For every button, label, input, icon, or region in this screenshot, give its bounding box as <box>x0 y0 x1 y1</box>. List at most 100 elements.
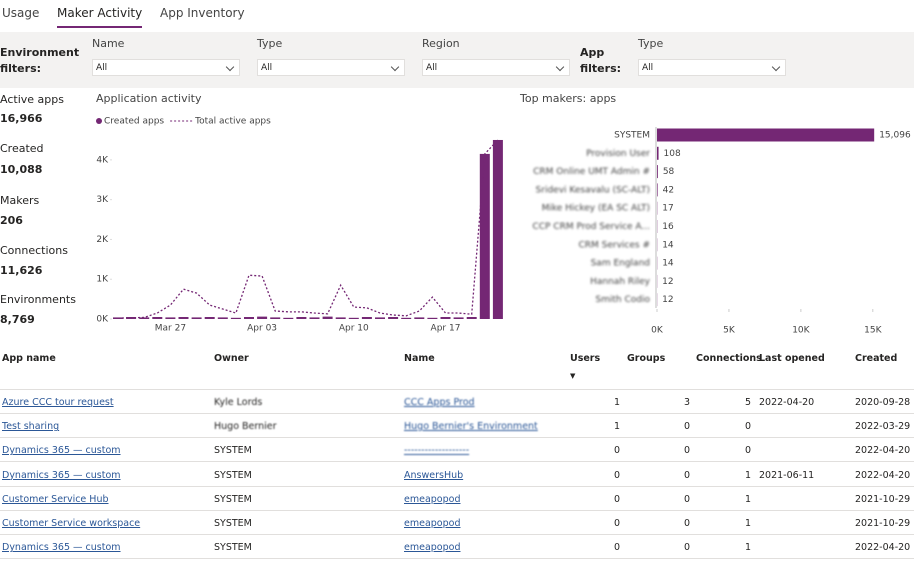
kpi-label: Connections <box>0 244 68 257</box>
value-label: 14 <box>662 240 674 250</box>
dropdown[interactable]: All <box>422 59 570 76</box>
row-rule <box>0 509 914 511</box>
tab-active[interactable]: Maker Activity <box>57 6 143 28</box>
bar <box>204 317 215 319</box>
category-label: Mike Hickey (EA SC ALT) <box>542 204 650 214</box>
link-cell[interactable]: emeapopod <box>404 493 461 505</box>
bar <box>178 317 189 319</box>
x-tick-label: Apr 03 <box>247 324 277 334</box>
cell: 0 <box>683 445 690 457</box>
bar <box>427 317 438 319</box>
kpi-value: 11,626 <box>0 264 43 277</box>
bar <box>139 317 150 319</box>
cell: 0 <box>613 445 620 457</box>
row-rule <box>0 558 914 560</box>
link-cell[interactable]: CCC Apps Prod <box>404 397 475 408</box>
legend-label: Total active apps <box>194 117 271 127</box>
bar <box>191 317 202 319</box>
column-header[interactable]: Name <box>404 353 435 364</box>
y-tick-label: 2K <box>96 235 109 245</box>
category-label: CRM Online UMT Admin # <box>533 167 650 177</box>
link-cell[interactable]: emeapopod <box>404 518 461 529</box>
cell: 0 <box>683 518 690 529</box>
x-tick-label: Apr 10 <box>339 324 369 334</box>
link-cell[interactable]: Dynamics 365 — custom <box>2 542 121 554</box>
y-tick-label: 3K <box>96 195 109 205</box>
filter-label: Type <box>257 37 283 50</box>
bar <box>479 153 490 319</box>
x-tick-label: 5K <box>723 326 736 336</box>
x-tick-label: Apr 17 <box>431 324 461 334</box>
column-header[interactable]: Created <box>855 353 898 364</box>
link-cell[interactable]: Customer Service workspace <box>2 518 141 529</box>
dropdown[interactable]: All <box>257 59 405 76</box>
cell: 2021-10-29 <box>855 493 911 505</box>
bar <box>414 317 425 319</box>
link-cell[interactable]: ------------------- <box>404 445 470 457</box>
tab[interactable]: App Inventory <box>160 6 245 20</box>
cell: 1 <box>613 421 620 433</box>
link-cell[interactable]: Dynamics 365 — custom <box>2 445 121 457</box>
filter-group-label: Environment filters: <box>0 46 80 75</box>
x-tick-label: 10K <box>792 326 810 336</box>
bar <box>296 317 307 319</box>
value-label: 108 <box>664 149 681 159</box>
kpi-label: Environments <box>0 293 76 306</box>
header-rule <box>0 389 914 390</box>
chart-title: Application activity <box>96 92 202 105</box>
tab[interactable]: Usage <box>2 6 40 20</box>
column-header[interactable]: Last opened <box>759 353 825 364</box>
dropdown[interactable]: All <box>92 59 240 76</box>
cell: 2020-09-28 <box>855 397 911 408</box>
bar <box>657 183 658 197</box>
x-tick-label: Mar 27 <box>155 324 186 334</box>
cell: 2021-10-29 <box>855 518 911 529</box>
bar <box>657 165 658 179</box>
link-cell[interactable]: Test sharing <box>2 421 60 433</box>
cell: Kyle Lords <box>214 397 263 408</box>
bar <box>657 146 659 160</box>
link-cell[interactable]: Customer Service Hub <box>2 493 109 505</box>
column-header[interactable]: Groups <box>627 353 666 364</box>
filter-label: Name <box>92 37 125 50</box>
column-header[interactable]: Owner <box>214 353 249 364</box>
bar <box>309 317 320 319</box>
category-label: Provision User <box>586 149 650 159</box>
bar <box>257 316 268 319</box>
bar <box>440 317 451 319</box>
row-rule <box>0 461 914 463</box>
chevron <box>225 62 235 72</box>
category-label: CRM Services # <box>578 240 650 250</box>
column-header[interactable]: App name <box>2 353 56 364</box>
chevron <box>555 62 565 72</box>
cell: 0 <box>744 445 751 457</box>
x-tick-label: 0K <box>651 326 664 336</box>
link-cell[interactable]: Dynamics 365 — custom <box>2 469 121 481</box>
category-label: Sam England <box>591 259 650 269</box>
bar <box>492 139 503 319</box>
link-cell[interactable]: Azure CCC tour request <box>2 397 114 408</box>
cell: 0 <box>744 421 751 433</box>
column-header[interactable]: Connections <box>696 353 762 364</box>
bar <box>375 317 385 319</box>
chart-title: Top makers: apps <box>519 92 616 105</box>
y-tick-label: 4K <box>96 155 109 165</box>
column-header[interactable]: Users <box>570 353 601 364</box>
cell: 5 <box>744 397 751 408</box>
bar <box>230 317 241 319</box>
link-cell[interactable]: AnswersHub <box>404 469 464 481</box>
bar <box>126 317 137 319</box>
dropdown[interactable]: All <box>638 59 786 76</box>
y-tick-label: 0K <box>96 315 109 325</box>
value-label: 12 <box>662 277 673 287</box>
bar <box>113 317 123 319</box>
link-cell[interactable]: emeapopod <box>404 542 461 554</box>
bar <box>165 317 176 319</box>
cell: 0 <box>683 542 690 554</box>
link-cell[interactable]: Hugo Bernier's Environment <box>404 421 538 433</box>
row-rule <box>0 534 914 535</box>
cell: 2022-04-20 <box>855 469 911 481</box>
category-label: Hannah Riley <box>590 277 651 287</box>
value-label: 12 <box>662 295 673 305</box>
category-label: Smith Codio <box>595 295 650 305</box>
